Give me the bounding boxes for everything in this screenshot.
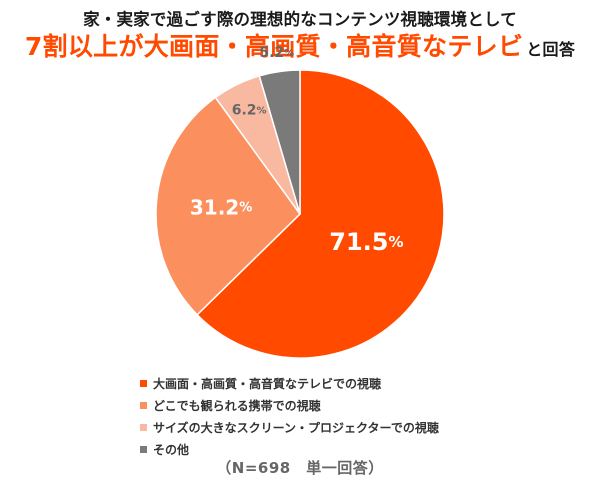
chart-title-suffix: と回答 xyxy=(526,40,576,59)
slice-value-label: 31.2% xyxy=(190,195,252,219)
chart-title-line-1: 家・実家で過ごす際の理想的なコンテンツ視聴環境として xyxy=(83,10,517,29)
legend-swatch xyxy=(140,401,147,409)
legend-item: 大画面・高画質・高音質なテレビでの視聴 xyxy=(140,372,439,394)
slice-value-label: 71.5% xyxy=(329,228,403,256)
chart-title-highlight: 7割以上が大画面・高画質・高音質なテレビ xyxy=(24,32,524,61)
sample-note: （N=698 単一回答） xyxy=(216,459,384,477)
pie-slices xyxy=(155,69,445,359)
pie-chart: 71.5% 31.2% 6.2% 5.2% xyxy=(155,45,445,359)
slice-labels: 71.5% 31.2% 6.2% 5.2% xyxy=(190,45,404,256)
legend-label: その他 xyxy=(153,442,190,457)
legend-label: サイズの大きなスクリーン・プロジェクターでの視聴 xyxy=(153,420,439,435)
pie-slice xyxy=(196,69,445,359)
legend-item: どこでも観られる携帯での視聴 xyxy=(140,394,439,416)
slice-value-label: 6.2% xyxy=(232,103,267,119)
chart-title-line-2: 7割以上が大画面・高画質・高音質なテレビ と回答 xyxy=(0,27,600,63)
legend-swatch xyxy=(140,423,147,431)
legend-swatch xyxy=(140,379,147,387)
slice-value-label: 5.2% xyxy=(259,45,294,61)
chart-legend: 大画面・高画質・高音質なテレビでの視聴 どこでも観られる携帯での視聴 サイズの大… xyxy=(140,372,439,460)
legend-label: どこでも観られる携帯での視聴 xyxy=(153,398,321,413)
legend-item: サイズの大きなスクリーン・プロジェクターでの視聴 xyxy=(140,416,439,438)
legend-item: その他 xyxy=(140,438,439,460)
pie-slice xyxy=(258,69,301,215)
legend-swatch xyxy=(140,445,147,453)
pie-slice xyxy=(155,96,301,316)
legend-label: 大画面・高画質・高音質なテレビでの視聴 xyxy=(153,376,382,391)
